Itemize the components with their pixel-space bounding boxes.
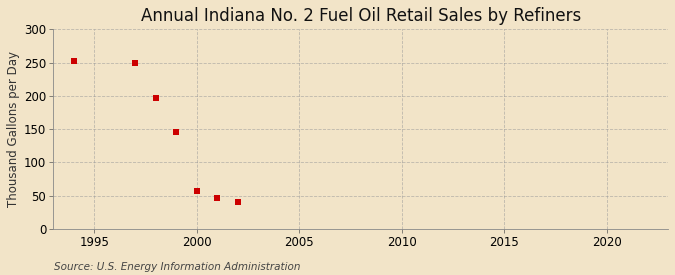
Title: Annual Indiana No. 2 Fuel Oil Retail Sales by Refiners: Annual Indiana No. 2 Fuel Oil Retail Sal… (140, 7, 580, 25)
Y-axis label: Thousand Gallons per Day: Thousand Gallons per Day (7, 51, 20, 207)
Text: Source: U.S. Energy Information Administration: Source: U.S. Energy Information Administ… (54, 262, 300, 272)
